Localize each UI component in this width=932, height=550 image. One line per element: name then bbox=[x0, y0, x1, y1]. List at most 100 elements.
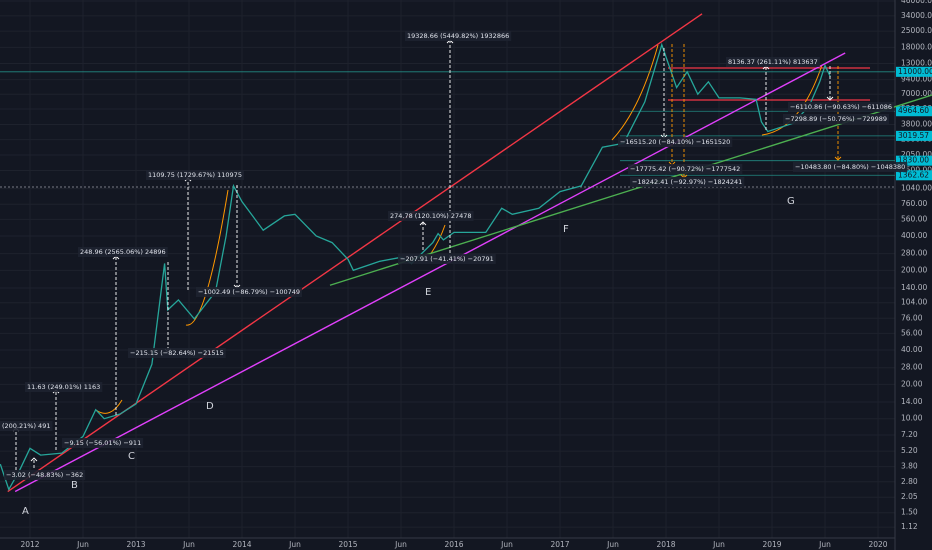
x-tick-label: 2017 bbox=[550, 540, 569, 549]
measure-label: −3.02 (−48.83%) −362 bbox=[4, 470, 86, 480]
wave-label: C bbox=[128, 451, 135, 462]
measure-box bbox=[196, 287, 303, 297]
y-tick-label: 1.50 bbox=[901, 508, 918, 517]
measure-box bbox=[788, 102, 895, 112]
y-tick-label: 760.00 bbox=[901, 199, 927, 208]
measure-box bbox=[0, 421, 53, 431]
y-tick-label: 13000.00 bbox=[901, 59, 932, 68]
level-tag bbox=[896, 106, 932, 117]
y-tick-label: 1040.00 bbox=[901, 184, 932, 193]
y-tick-label: 25000.00 bbox=[901, 26, 932, 35]
wave-label: F bbox=[563, 224, 569, 235]
measure-label: −7298.89 (−50.76%) −729989 bbox=[783, 114, 890, 124]
measure-label: −16515.20 (−84.10%) −1651520 bbox=[618, 137, 733, 147]
x-tick-label: 2016 bbox=[444, 540, 463, 549]
y-tick-label: 28.00 bbox=[901, 363, 923, 372]
measure-box bbox=[405, 31, 512, 41]
level-tag bbox=[896, 130, 932, 141]
x-tick-label: 2020 bbox=[868, 540, 887, 549]
measure-label: 274.78 (120.10%) 27478 bbox=[388, 211, 474, 221]
fib-arc bbox=[611, 44, 659, 141]
y-tick-label: 200.00 bbox=[901, 265, 927, 274]
arrow-head bbox=[834, 156, 842, 161]
wave-label: E bbox=[425, 287, 431, 298]
measure-box bbox=[4, 470, 86, 480]
level-label: 3019.57 bbox=[898, 131, 929, 140]
measure-box bbox=[630, 177, 745, 187]
y-tick-label: 2.80 bbox=[901, 477, 918, 486]
wave-label: A bbox=[22, 506, 29, 517]
y-tick-label: 5.20 bbox=[901, 446, 918, 455]
x-tick-label: Jun bbox=[818, 540, 831, 549]
x-tick-label: 2014 bbox=[232, 540, 251, 549]
measure-label: −207.91 (−41.41%) −20791 bbox=[398, 254, 496, 264]
x-tick-label: Jun bbox=[712, 540, 725, 549]
y-tick-label: 10.00 bbox=[901, 414, 923, 423]
measure-text: −7298.89 (−50.76%) −729989 bbox=[785, 115, 887, 123]
x-tick-label: Jun bbox=[182, 540, 195, 549]
trend-line bbox=[14, 52, 846, 493]
x-tick-label: 2012 bbox=[20, 540, 39, 549]
measure-label: 248.96 (2565.06%) 24896 bbox=[78, 247, 168, 257]
measure-text: −10483.80 (−84.80%) −1048380 bbox=[795, 163, 905, 171]
measure-text: −18242.41 (−92.97%) −1824241 bbox=[632, 178, 742, 186]
x-tick-label: 2019 bbox=[762, 540, 781, 549]
y-tick-label: 3800.00 bbox=[901, 119, 932, 128]
measure-box bbox=[726, 57, 820, 67]
level-label: 4964.60 bbox=[898, 106, 929, 115]
measure-text: −3.02 (−48.83%) −362 bbox=[6, 471, 83, 479]
measure-label: −10483.80 (−84.80%) −1048380 bbox=[793, 162, 908, 172]
measure-box bbox=[618, 137, 733, 147]
measure-box bbox=[398, 254, 496, 264]
measure-box bbox=[783, 114, 890, 124]
level-label: 11000.00 bbox=[898, 67, 932, 76]
y-tick-label: 7.20 bbox=[901, 430, 918, 439]
y-tick-label: 76.00 bbox=[901, 313, 923, 322]
arrow-head bbox=[30, 457, 38, 462]
measure-box bbox=[628, 164, 743, 174]
measure-label: 19328.66 (5449.82%) 1932866 bbox=[405, 31, 512, 41]
measure-label: −9.15 (−56.01%) −911 bbox=[62, 438, 144, 448]
y-tick-label: 140.00 bbox=[901, 283, 927, 292]
x-tick-label: 2018 bbox=[656, 540, 675, 549]
measure-box bbox=[78, 247, 168, 257]
measure-box bbox=[128, 348, 226, 358]
y-tick-label: 560.00 bbox=[901, 214, 927, 223]
y-tick-label: 56.00 bbox=[901, 328, 923, 337]
measure-text: −16515.20 (−84.10%) −1651520 bbox=[620, 138, 730, 146]
y-tick-label: 14.00 bbox=[901, 397, 923, 406]
trend-line bbox=[329, 94, 932, 286]
measure-label: −17775.42 (−90.72%) −1777542 bbox=[628, 164, 743, 174]
level-label: 1830.00 bbox=[898, 156, 929, 165]
measure-text: −207.91 (−41.41%) −20791 bbox=[400, 255, 494, 263]
y-tick-label: 9400.00 bbox=[901, 75, 932, 84]
measure-label: −1002.49 (−86.79%) −100749 bbox=[196, 287, 303, 297]
y-tick-label: 400.00 bbox=[901, 231, 927, 240]
measure-text: 19328.66 (5449.82%) 1932866 bbox=[407, 32, 509, 40]
measure-box bbox=[388, 211, 474, 221]
wave-label: D bbox=[206, 401, 214, 412]
y-tick-label: 3.80 bbox=[901, 462, 918, 471]
measure-box bbox=[62, 438, 144, 448]
y-tick-label: 7000.00 bbox=[901, 89, 932, 98]
measure-label: 1109.75 (1729.67%) 110975 bbox=[146, 170, 244, 180]
measure-text: −9.15 (−56.01%) −911 bbox=[64, 439, 141, 447]
level-tag bbox=[896, 170, 932, 181]
measure-box bbox=[146, 170, 244, 180]
measure-text: 274.78 (120.10%) 27478 bbox=[390, 212, 472, 220]
measure-text: 8136.37 (261.11%) 813637 bbox=[728, 58, 818, 66]
arrow-head bbox=[419, 221, 427, 226]
y-tick-label: 18000.00 bbox=[901, 42, 932, 51]
y-tick-label: 104.00 bbox=[901, 298, 927, 307]
y-tick-label: 280.00 bbox=[901, 249, 927, 258]
y-tick-label: 2.05 bbox=[901, 492, 918, 501]
measure-text: 11.63 (249.01%) 1163 bbox=[27, 383, 100, 391]
y-tick-label: 20.00 bbox=[901, 379, 923, 388]
x-tick-label: Jun bbox=[394, 540, 407, 549]
measure-box bbox=[793, 162, 908, 172]
measure-text: −215.15 (−82.64%) −21515 bbox=[130, 349, 224, 357]
wave-label: G bbox=[787, 196, 795, 207]
measure-text: −6110.86 (−90.63%) −611086 bbox=[790, 103, 892, 111]
x-tick-label: 2013 bbox=[126, 540, 145, 549]
